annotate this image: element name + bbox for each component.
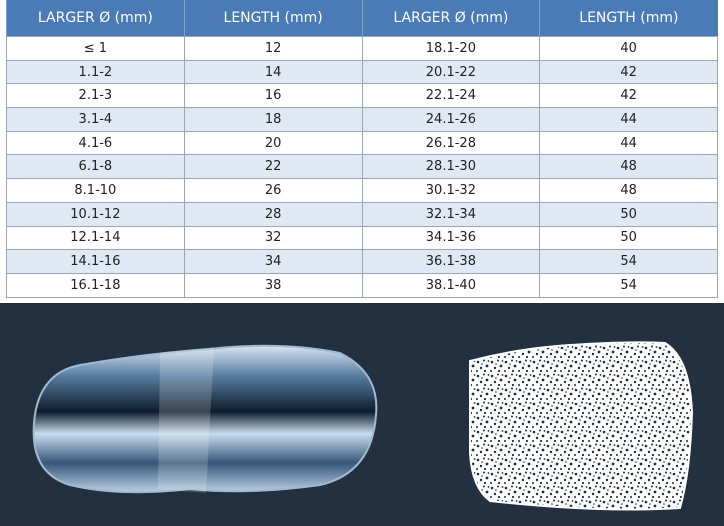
table-row: 10.1-12 28 32.1-34 50 xyxy=(6,201,718,227)
product-images xyxy=(0,303,724,526)
table-cell: 16.1-18 xyxy=(6,272,185,298)
table-cell: 1.1-2 xyxy=(6,59,185,85)
table-cell: 42 xyxy=(539,83,718,109)
table-cell: 20 xyxy=(183,130,363,156)
table-cell: ≤ 1 xyxy=(6,36,185,61)
table-cell: 50 xyxy=(539,201,718,227)
table-cell: 14 xyxy=(183,59,363,85)
header-row: LARGER Ø (mm) LENGTH (mm) LARGER Ø (mm) LEN… xyxy=(6,0,718,37)
table-cell: 18.1-20 xyxy=(361,36,541,61)
table-cell: 54 xyxy=(539,272,718,298)
table-cell: 4.1-6 xyxy=(6,130,185,156)
table-cell: 28.1-30 xyxy=(361,154,541,180)
table-row: 16.1-18 38 38.1-40 54 xyxy=(6,272,718,298)
table-cell: 2.1-3 xyxy=(6,83,185,109)
table-cell: 38 xyxy=(183,272,363,298)
textured-sample xyxy=(469,341,694,511)
size-table: LARGER Ø (mm) LENGTH (mm) LARGER Ø (mm) LEN… xyxy=(6,0,718,298)
table-cell: 44 xyxy=(539,130,718,156)
table-row: 8.1-10 26 30.1-32 48 xyxy=(6,178,718,203)
table-cell: 22 xyxy=(183,154,363,180)
table-cell: 20.1-22 xyxy=(361,59,541,85)
table-cell: 40 xyxy=(539,36,718,61)
table-cell: 48 xyxy=(539,178,718,203)
table-row: ≤ 1 12 18.1-20 40 xyxy=(6,36,718,61)
header-cell: LARGER Ø (mm) xyxy=(361,0,540,37)
table-cell: 34 xyxy=(183,249,363,274)
table-row: 1.1-2 14 20.1-22 42 xyxy=(6,59,718,85)
table-cell: 6.1-8 xyxy=(6,154,185,180)
table-cell: 42 xyxy=(539,59,718,85)
table-cell: 28 xyxy=(183,201,363,227)
table-row: 4.1-6 20 26.1-28 44 xyxy=(6,130,718,156)
table-cell: 10.1-12 xyxy=(6,201,185,227)
table-cell: 26 xyxy=(183,178,363,203)
table-cell: 8.1-10 xyxy=(6,178,185,203)
table-cell: 18 xyxy=(183,107,363,132)
table-cell: 38.1-40 xyxy=(361,272,541,298)
header-cell: LENGTH (mm) xyxy=(183,0,362,37)
table-cell: 3.1-4 xyxy=(6,107,185,132)
table-cell: 12 xyxy=(183,36,363,61)
table-cell: 32 xyxy=(183,225,363,251)
header-cell: LENGTH (mm) xyxy=(539,0,718,37)
table-cell: 54 xyxy=(539,249,718,274)
table-cell: 24.1-26 xyxy=(361,107,541,132)
table-cell: 50 xyxy=(539,225,718,251)
table-row: 12.1-14 32 34.1-36 50 xyxy=(6,225,718,251)
table-cell: 12.1-14 xyxy=(6,225,185,251)
table-row: 14.1-16 34 36.1-38 54 xyxy=(6,249,718,274)
table-cell: 44 xyxy=(539,107,718,132)
header-cell: LARGER Ø (mm) xyxy=(6,0,185,37)
table-cell: 14.1-16 xyxy=(6,249,185,274)
table-cell: 34.1-36 xyxy=(361,225,541,251)
table-body: ≤ 1 12 18.1-20 40 1.1-2 14 20.1-22 42 2.1-3 16 22.… xyxy=(6,36,718,298)
table-cell: 32.1-34 xyxy=(361,201,541,227)
table-cell: 48 xyxy=(539,154,718,180)
table-cell: 36.1-38 xyxy=(361,249,541,274)
capsule xyxy=(32,344,378,494)
table-row: 2.1-3 16 22.1-24 42 xyxy=(6,83,718,109)
table-cell: 30.1-32 xyxy=(361,178,541,203)
table-row: 3.1-4 18 24.1-26 44 xyxy=(6,107,718,132)
table-cell: 16 xyxy=(183,83,363,109)
table-row: 6.1-8 22 28.1-30 48 xyxy=(6,154,718,180)
table-cell: 22.1-24 xyxy=(361,83,541,109)
table-cell: 26.1-28 xyxy=(361,130,541,156)
capsule-band xyxy=(158,347,214,493)
